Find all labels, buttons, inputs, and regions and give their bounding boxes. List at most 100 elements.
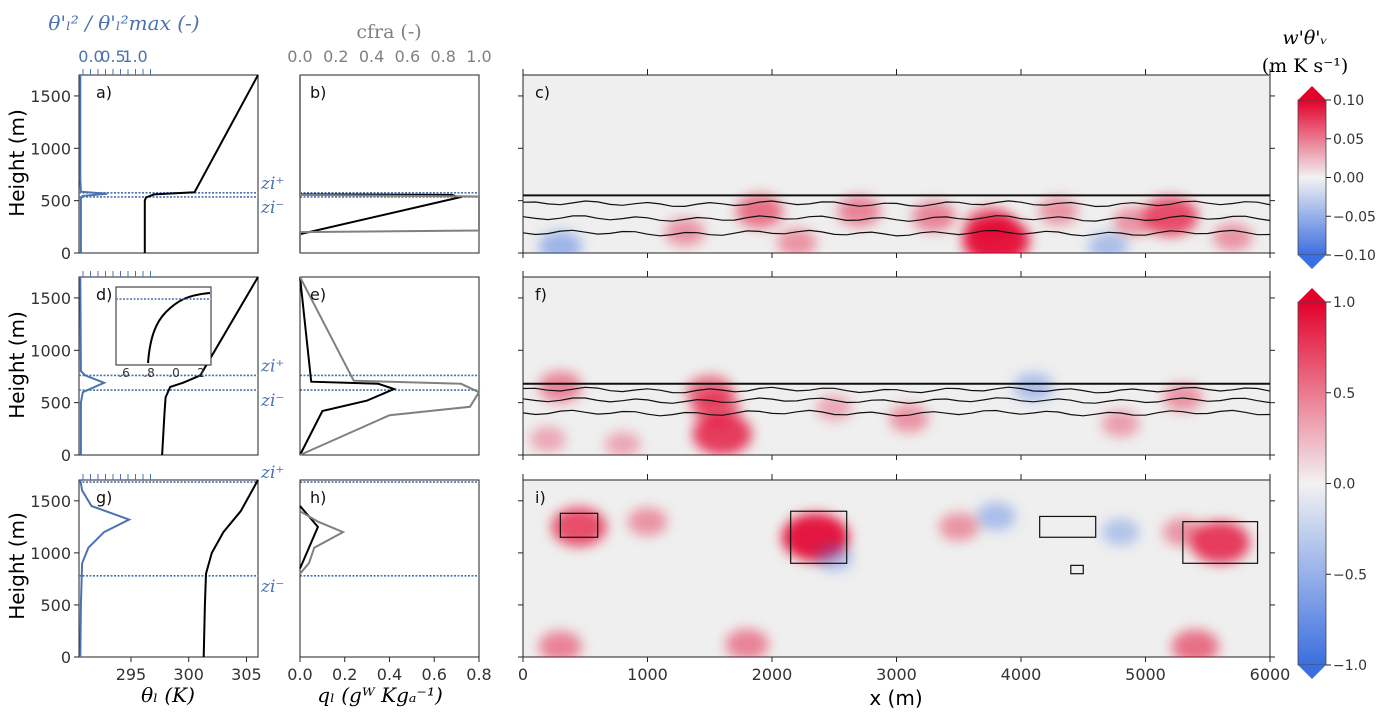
x-tick-label: 0.4 (377, 665, 402, 684)
label-layer: Height (m) Height (m) Height (m) θₗ (K) … (5, 11, 1348, 710)
inset-tick-label: .6 (118, 366, 129, 380)
y-tick-label: 1000 (30, 544, 71, 563)
panel-frame (522, 479, 1271, 658)
x-tick-label: 305 (231, 665, 262, 684)
heat-blob (627, 507, 668, 536)
cfra-top-label: cfra (-) (356, 21, 421, 43)
contour-line (523, 386, 1270, 394)
ylabel-row1: Height (m) (5, 109, 29, 217)
x-xlabel: x (m) (869, 686, 922, 710)
heat-group (523, 371, 1270, 455)
zi-plus-label: zi⁺ (260, 356, 284, 376)
heat-blob (1088, 232, 1129, 253)
colorbar-tick-label: 0.05 (1333, 132, 1364, 148)
top-axis-tick-label: 0.6 (395, 47, 420, 66)
panel-letter: g) (96, 488, 112, 507)
zi-plus-label: zi⁺ (260, 174, 284, 194)
heat-blob (966, 206, 1014, 241)
heat-group (523, 194, 1270, 253)
heat-blob (1113, 207, 1153, 236)
y-tick-label: 500 (40, 192, 71, 211)
variance-top-label: θ'ₗ² / θ'ₗ²max (-) (48, 11, 199, 35)
zi-minus-label: zi⁻ (260, 198, 284, 218)
cloud-contour (1039, 515, 1097, 538)
colorbar-extend-top (1298, 86, 1326, 100)
x-tick-label: 0.6 (422, 665, 447, 684)
inset-tick-label: .2 (193, 366, 204, 380)
cloud-contour (559, 512, 599, 538)
colorbar-tick-label: −0.5 (1333, 567, 1367, 583)
y-tick-label: 1000 (30, 341, 71, 360)
cloud-contour (790, 510, 848, 564)
heat-blob (816, 395, 853, 421)
zi-plus-label: zi⁺ (260, 463, 284, 483)
colorbar-extend-bottom (1298, 255, 1326, 269)
heat-blob (1190, 521, 1250, 564)
panel-frame (299, 74, 480, 254)
profile-line (79, 276, 107, 455)
colorbar-extend-bottom (1298, 665, 1326, 679)
colorbar-title-line2: (m K s⁻¹) (1262, 55, 1349, 77)
theta-xlabel: θₗ (K) (141, 683, 195, 707)
heat-group (538, 502, 1259, 657)
heat-blob (1212, 223, 1253, 252)
heat-blob (1142, 196, 1199, 237)
panel-letter: d) (96, 285, 112, 304)
heat-blob (889, 404, 929, 433)
profile-line (202, 479, 259, 658)
contour-line (523, 409, 1270, 417)
x-tick-label: 3000 (876, 665, 917, 684)
y-tick-label: 1500 (30, 492, 71, 511)
y-tick-label: 500 (40, 596, 71, 615)
profile-line (299, 276, 397, 456)
panel-frame (78, 74, 259, 254)
panel-layer: 0 500 1000 1500 zi⁺ zi⁻ a) b) c) 0 500 1000 1500 zi⁺ z… (30, 47, 1376, 684)
heat-blob (735, 194, 784, 229)
ylabel-row2: Height (m) (5, 311, 29, 419)
heat-blob (815, 544, 854, 572)
heat-blob (938, 512, 979, 542)
panel-letter: i) (535, 488, 546, 507)
ql-xlabel: qₗ (gᵂ Kgₐ⁻¹) (317, 683, 443, 707)
panel-frame (78, 479, 259, 658)
panel-letter: a) (96, 83, 112, 102)
panel-letter: b) (310, 83, 326, 102)
top-axis-tick-label: 1.0 (466, 47, 491, 66)
top-axis-tick-label: 0.0 (287, 47, 312, 66)
inset-tick-label: .0 (168, 366, 179, 380)
x-tick-label: 0 (518, 665, 528, 684)
heat-blob (912, 200, 956, 232)
x-tick-label: 2000 (752, 665, 793, 684)
heat-blob (538, 630, 583, 657)
heat-blob (1101, 518, 1140, 546)
x-tick-label: 5000 (1125, 665, 1166, 684)
heat-blob (777, 228, 817, 253)
x-tick-label: 6000 (1250, 665, 1291, 684)
top-axis-tick-label: 0.4 (359, 47, 384, 66)
heat-blob (604, 431, 641, 455)
y-tick-label: 1500 (30, 87, 71, 106)
heat-blob (529, 426, 566, 453)
contour-line (523, 397, 1270, 405)
colorbar-tick-label: 0.10 (1333, 93, 1364, 109)
profile-line (143, 74, 259, 253)
colorbar (1297, 301, 1327, 666)
inset-profile (147, 292, 211, 364)
y-tick-label: 500 (40, 394, 71, 413)
top-axis-tick-label: 0.5 (100, 47, 125, 66)
contour-line (523, 229, 1270, 237)
profile-line (161, 276, 259, 456)
profile-line (299, 276, 481, 456)
panel-frame (299, 276, 480, 456)
panel-letter: c) (535, 83, 550, 102)
ylabel-row3: Height (m) (5, 512, 29, 620)
inset-frame (115, 286, 212, 366)
profile-line (299, 75, 480, 253)
profile-line (299, 510, 346, 575)
x-tick-label: 0.8 (466, 665, 491, 684)
top-axis-tick-label: 0.8 (430, 47, 455, 66)
colorbar-extend-top (1298, 288, 1326, 302)
x-tick-label: 4000 (1001, 665, 1042, 684)
y-tick-label: 1500 (30, 289, 71, 308)
